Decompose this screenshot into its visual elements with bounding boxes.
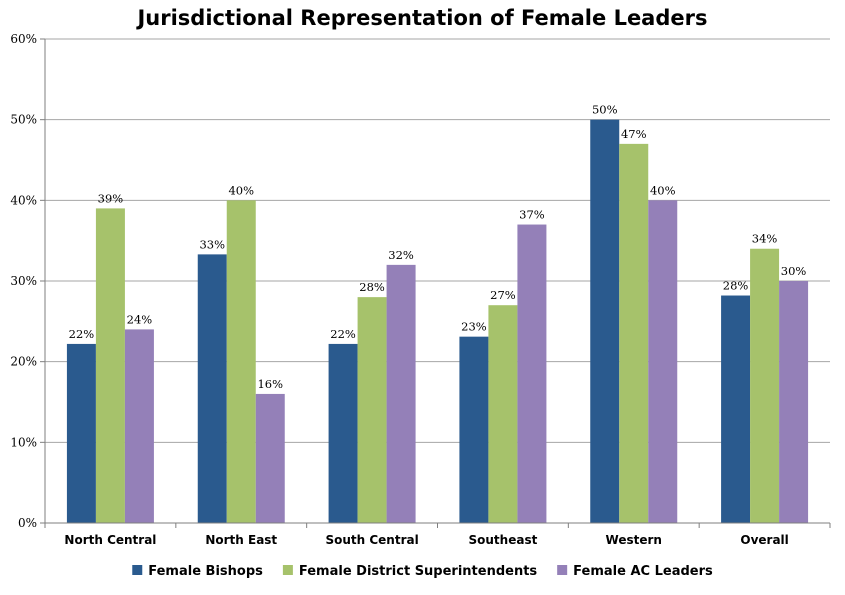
chart-title: Jurisdictional Representation of Female … [137, 6, 708, 30]
axes: 0% 10% 20% 30% 40% 50% 60% North Central North E… [10, 32, 831, 547]
legend: Female Bishops Female District Superinten… [132, 564, 713, 579]
data-label: 50% [592, 103, 618, 117]
x-tick-label: Overall [740, 533, 788, 547]
data-label: 27% [490, 288, 516, 302]
data-label: 40% [228, 183, 254, 197]
bar [750, 248, 780, 523]
legend-label: Female Bishops [148, 564, 263, 579]
data-label: 23% [461, 320, 487, 334]
legend-swatch [557, 565, 568, 575]
data-label: 47% [621, 127, 647, 141]
data-label: 22% [330, 327, 356, 341]
bar [619, 143, 649, 523]
data-labels: 22%39%24%33%40%16%22%28%32%23%27%37%50%4… [69, 103, 807, 391]
bar [66, 343, 96, 523]
legend-swatch [282, 565, 293, 575]
y-tick-label: 20% [10, 355, 37, 369]
legend-label: Female District Superintendents [299, 564, 538, 579]
data-label: 37% [519, 208, 545, 222]
bar [95, 208, 125, 523]
bar [721, 295, 751, 523]
data-label: 33% [199, 237, 225, 251]
bar [357, 297, 387, 523]
bar [648, 200, 678, 524]
x-tick-label: Southeast [469, 533, 538, 547]
bar [459, 336, 489, 523]
data-label: 28% [723, 279, 749, 293]
bar [226, 200, 256, 524]
y-tick-label: 50% [10, 113, 37, 127]
y-tick-label: 10% [10, 435, 37, 449]
bar [488, 305, 518, 523]
data-label: 30% [781, 264, 807, 278]
y-tick-label: 60% [10, 32, 37, 46]
data-label: 28% [359, 280, 385, 294]
data-label: 32% [388, 248, 414, 262]
bars [66, 119, 809, 524]
y-tick-label: 0% [18, 516, 37, 530]
y-tick-label: 40% [10, 193, 37, 207]
bar [590, 119, 620, 524]
data-label: 34% [752, 232, 778, 246]
bar [779, 281, 809, 523]
data-label: 22% [69, 327, 95, 341]
data-label: 40% [650, 183, 676, 197]
bar [517, 224, 547, 524]
data-label: 39% [98, 191, 124, 205]
data-label: 16% [257, 377, 283, 391]
bar [124, 329, 154, 523]
bar [255, 393, 285, 523]
bar [328, 343, 358, 523]
legend-label: Female AC Leaders [573, 564, 713, 579]
legend-swatch [132, 565, 143, 575]
bar [386, 264, 416, 523]
x-tick-label: North East [205, 533, 277, 547]
x-tick-label: North Central [64, 533, 156, 547]
y-tick-label: 30% [10, 274, 37, 288]
x-tick-label: South Central [325, 533, 418, 547]
x-tick-label: Western [606, 533, 662, 547]
bar [197, 254, 227, 523]
grid-lines [45, 38, 830, 443]
data-label: 24% [127, 312, 153, 326]
